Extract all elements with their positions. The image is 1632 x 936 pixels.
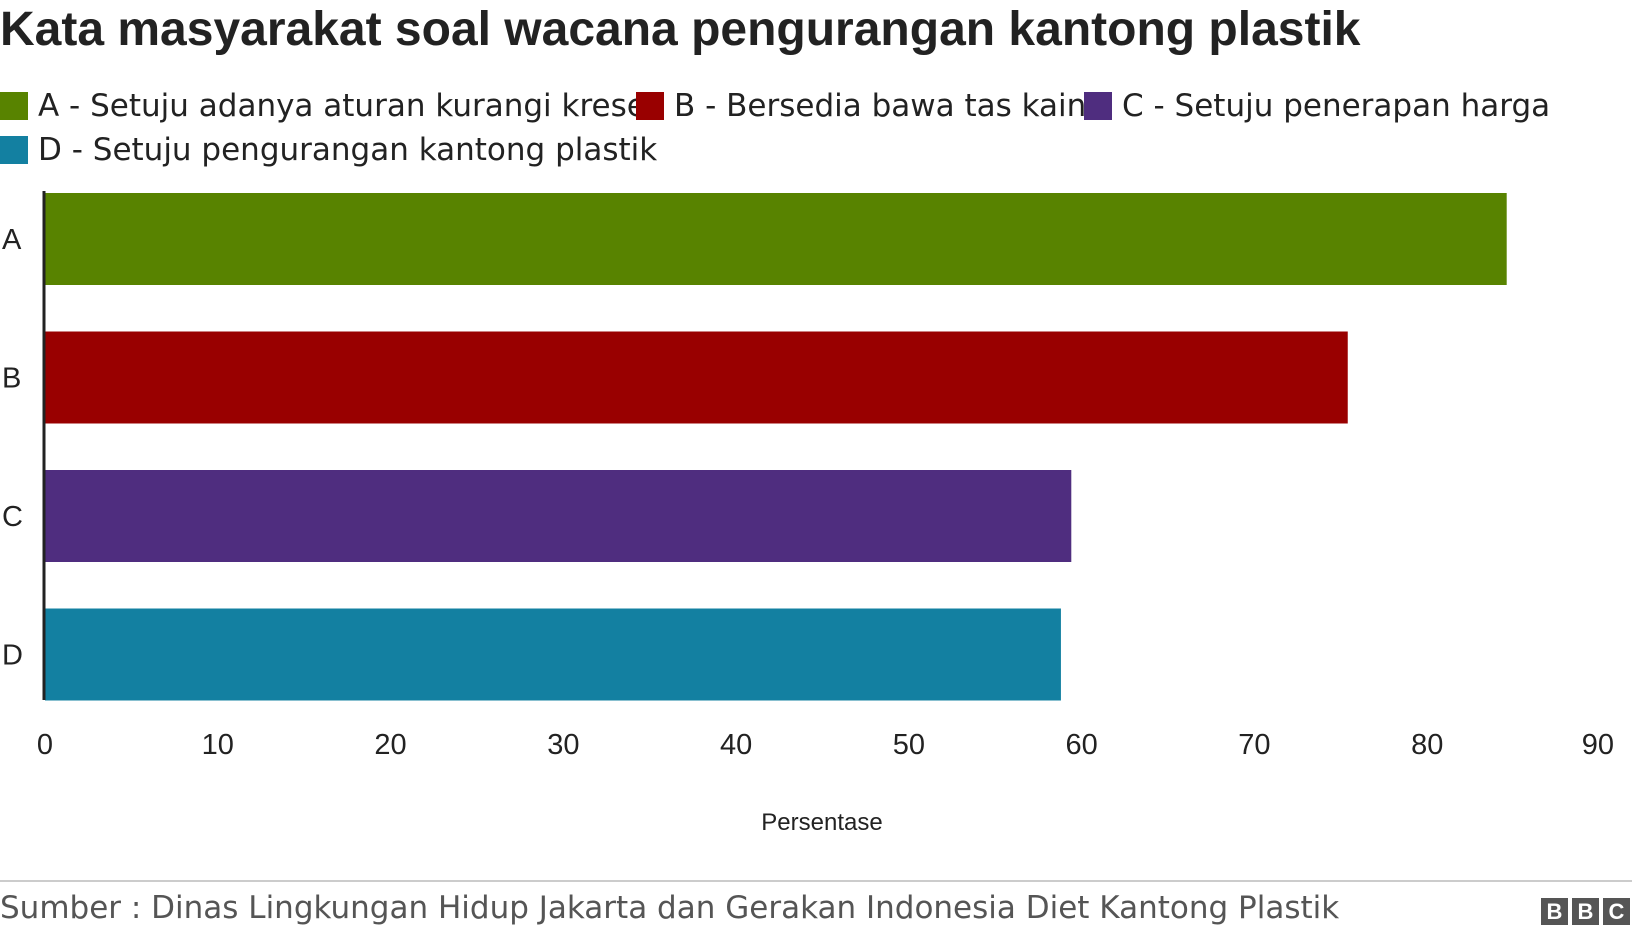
x-tick-label: 80: [1411, 729, 1443, 761]
legend-swatch-d: [0, 136, 28, 164]
legend-swatch-a: [0, 92, 28, 120]
x-tick-label: 90: [1582, 729, 1614, 761]
x-tick-label: 60: [1066, 729, 1098, 761]
legend-label-a: A - Setuju adanya aturan kurangi kresek: [38, 88, 664, 124]
bar-a: [45, 193, 1507, 285]
x-tick-label: 30: [547, 729, 579, 761]
bar-d: [45, 608, 1061, 701]
x-tick-label: 20: [374, 729, 406, 761]
legend-item-c: C - Setuju penerapan harga: [1084, 86, 1550, 126]
bbc-logo-letter-2: B: [1572, 898, 1599, 925]
legend-swatch-b: [636, 92, 664, 120]
legend-swatch-c: [1084, 92, 1112, 120]
legend-item-d: D - Setuju pengurangan kantong plastik: [0, 130, 657, 170]
x-tick-label: 50: [893, 729, 925, 761]
bbc-logo: B B C: [1541, 898, 1630, 925]
category-label-d: D: [2, 640, 23, 672]
bbc-logo-letter-3: C: [1603, 898, 1630, 925]
chart-title: Kata masyarakat soal wacana pengurangan …: [0, 3, 1361, 56]
category-label-c: C: [2, 501, 23, 533]
bbc-logo-letter-1: B: [1541, 898, 1568, 925]
x-tick-label: 70: [1238, 729, 1270, 761]
x-axis-title: Persentase: [761, 809, 882, 836]
bar-c: [45, 470, 1072, 562]
bar-chart: A B C D 0 10 20 30 40 50 60 70 80 90 Persentase: [2, 191, 1614, 836]
x-tick-label: 10: [202, 729, 234, 761]
category-label-b: B: [2, 363, 21, 395]
legend-label-c: C - Setuju penerapan harga: [1122, 88, 1551, 124]
legend-label-b: B - Bersedia bawa tas kain: [674, 88, 1087, 124]
bar-b: [45, 331, 1348, 424]
legend-label-d: D - Setuju pengurangan kantong plastik: [38, 132, 658, 168]
footer-divider: [0, 880, 1632, 882]
legend-item-a: A - Setuju adanya aturan kurangi kresek: [0, 86, 664, 126]
legend-item-b: B - Bersedia bawa tas kain: [636, 86, 1086, 126]
category-label-a: A: [2, 224, 22, 256]
x-tick-label: 0: [37, 729, 53, 761]
x-tick-label: 40: [720, 729, 752, 761]
source-note: Sumber : Dinas Lingkungan Hidup Jakarta …: [0, 890, 1340, 926]
